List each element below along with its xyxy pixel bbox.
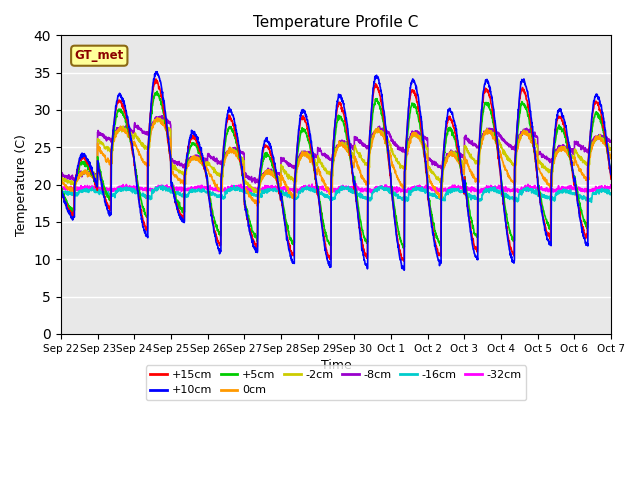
+10cm bbox=[364, 167, 372, 172]
Line: 0cm: 0cm bbox=[61, 118, 611, 206]
X-axis label: Time: Time bbox=[321, 359, 351, 372]
Line: +10cm: +10cm bbox=[61, 72, 611, 270]
+10cm bbox=[211, 231, 218, 237]
+15cm bbox=[400, 258, 408, 264]
+5cm bbox=[399, 245, 407, 251]
-16cm bbox=[364, 196, 372, 202]
+15cm bbox=[211, 229, 218, 235]
-2cm bbox=[559, 145, 566, 151]
-32cm bbox=[559, 186, 566, 192]
0cm bbox=[153, 115, 161, 121]
Line: -32cm: -32cm bbox=[61, 184, 611, 193]
0cm bbox=[353, 156, 360, 162]
Line: -8cm: -8cm bbox=[61, 116, 611, 183]
Line: -2cm: -2cm bbox=[61, 118, 611, 193]
0cm bbox=[253, 204, 261, 209]
0cm bbox=[574, 164, 582, 170]
-2cm bbox=[574, 152, 582, 157]
-8cm bbox=[607, 138, 615, 144]
-16cm bbox=[352, 190, 360, 195]
-32cm bbox=[497, 183, 504, 189]
-8cm bbox=[159, 113, 166, 119]
Legend: +15cm, +10cm, +5cm, 0cm, -2cm, -8cm, -16cm, -32cm: +15cm, +10cm, +5cm, 0cm, -2cm, -8cm, -16… bbox=[146, 365, 526, 400]
-2cm bbox=[255, 191, 262, 196]
-2cm bbox=[364, 162, 372, 168]
0cm bbox=[57, 178, 65, 183]
+15cm bbox=[152, 76, 160, 82]
-2cm bbox=[497, 142, 504, 147]
-16cm bbox=[159, 182, 166, 188]
+10cm bbox=[401, 267, 408, 273]
-32cm bbox=[352, 185, 360, 191]
-8cm bbox=[559, 144, 566, 150]
-8cm bbox=[256, 180, 264, 186]
+5cm bbox=[559, 128, 566, 133]
-16cm bbox=[211, 193, 218, 199]
0cm bbox=[211, 180, 218, 186]
+5cm bbox=[211, 219, 218, 225]
+15cm bbox=[574, 201, 582, 207]
+5cm bbox=[364, 168, 372, 173]
-2cm bbox=[353, 146, 360, 152]
-8cm bbox=[57, 172, 65, 178]
+10cm bbox=[153, 69, 161, 74]
+10cm bbox=[574, 203, 582, 209]
-16cm bbox=[607, 190, 615, 196]
+10cm bbox=[57, 185, 65, 191]
-2cm bbox=[57, 176, 65, 181]
+5cm bbox=[574, 193, 582, 199]
+5cm bbox=[352, 186, 360, 192]
Title: Temperature Profile C: Temperature Profile C bbox=[253, 15, 419, 30]
0cm bbox=[364, 180, 372, 185]
+5cm bbox=[57, 186, 65, 192]
+15cm bbox=[559, 118, 566, 123]
-2cm bbox=[154, 115, 161, 121]
-16cm bbox=[574, 193, 582, 199]
-2cm bbox=[211, 168, 218, 173]
-8cm bbox=[364, 145, 372, 151]
-8cm bbox=[574, 139, 582, 144]
-32cm bbox=[57, 186, 65, 192]
-32cm bbox=[607, 184, 615, 190]
-16cm bbox=[57, 189, 65, 195]
+10cm bbox=[559, 115, 566, 120]
-2cm bbox=[607, 147, 615, 153]
+15cm bbox=[364, 161, 372, 167]
-32cm bbox=[353, 181, 360, 187]
+10cm bbox=[352, 193, 360, 199]
+15cm bbox=[57, 185, 65, 191]
-32cm bbox=[211, 186, 218, 192]
Y-axis label: Temperature (C): Temperature (C) bbox=[15, 133, 28, 236]
-16cm bbox=[474, 200, 482, 205]
+15cm bbox=[497, 168, 504, 174]
-32cm bbox=[574, 187, 582, 192]
-32cm bbox=[364, 188, 372, 194]
+5cm bbox=[497, 167, 504, 172]
+10cm bbox=[497, 165, 504, 171]
+10cm bbox=[607, 172, 615, 178]
0cm bbox=[607, 156, 615, 162]
Text: GT_met: GT_met bbox=[75, 49, 124, 62]
0cm bbox=[497, 149, 504, 155]
-32cm bbox=[476, 190, 484, 196]
Line: +5cm: +5cm bbox=[61, 91, 611, 248]
Line: +15cm: +15cm bbox=[61, 79, 611, 261]
-8cm bbox=[211, 156, 218, 162]
+5cm bbox=[607, 171, 615, 177]
-8cm bbox=[497, 132, 504, 138]
0cm bbox=[559, 145, 566, 151]
+5cm bbox=[154, 88, 161, 94]
-8cm bbox=[353, 135, 360, 141]
-16cm bbox=[497, 189, 504, 195]
+15cm bbox=[607, 176, 615, 182]
-16cm bbox=[559, 187, 566, 193]
Line: -16cm: -16cm bbox=[61, 185, 611, 203]
+15cm bbox=[352, 195, 360, 201]
